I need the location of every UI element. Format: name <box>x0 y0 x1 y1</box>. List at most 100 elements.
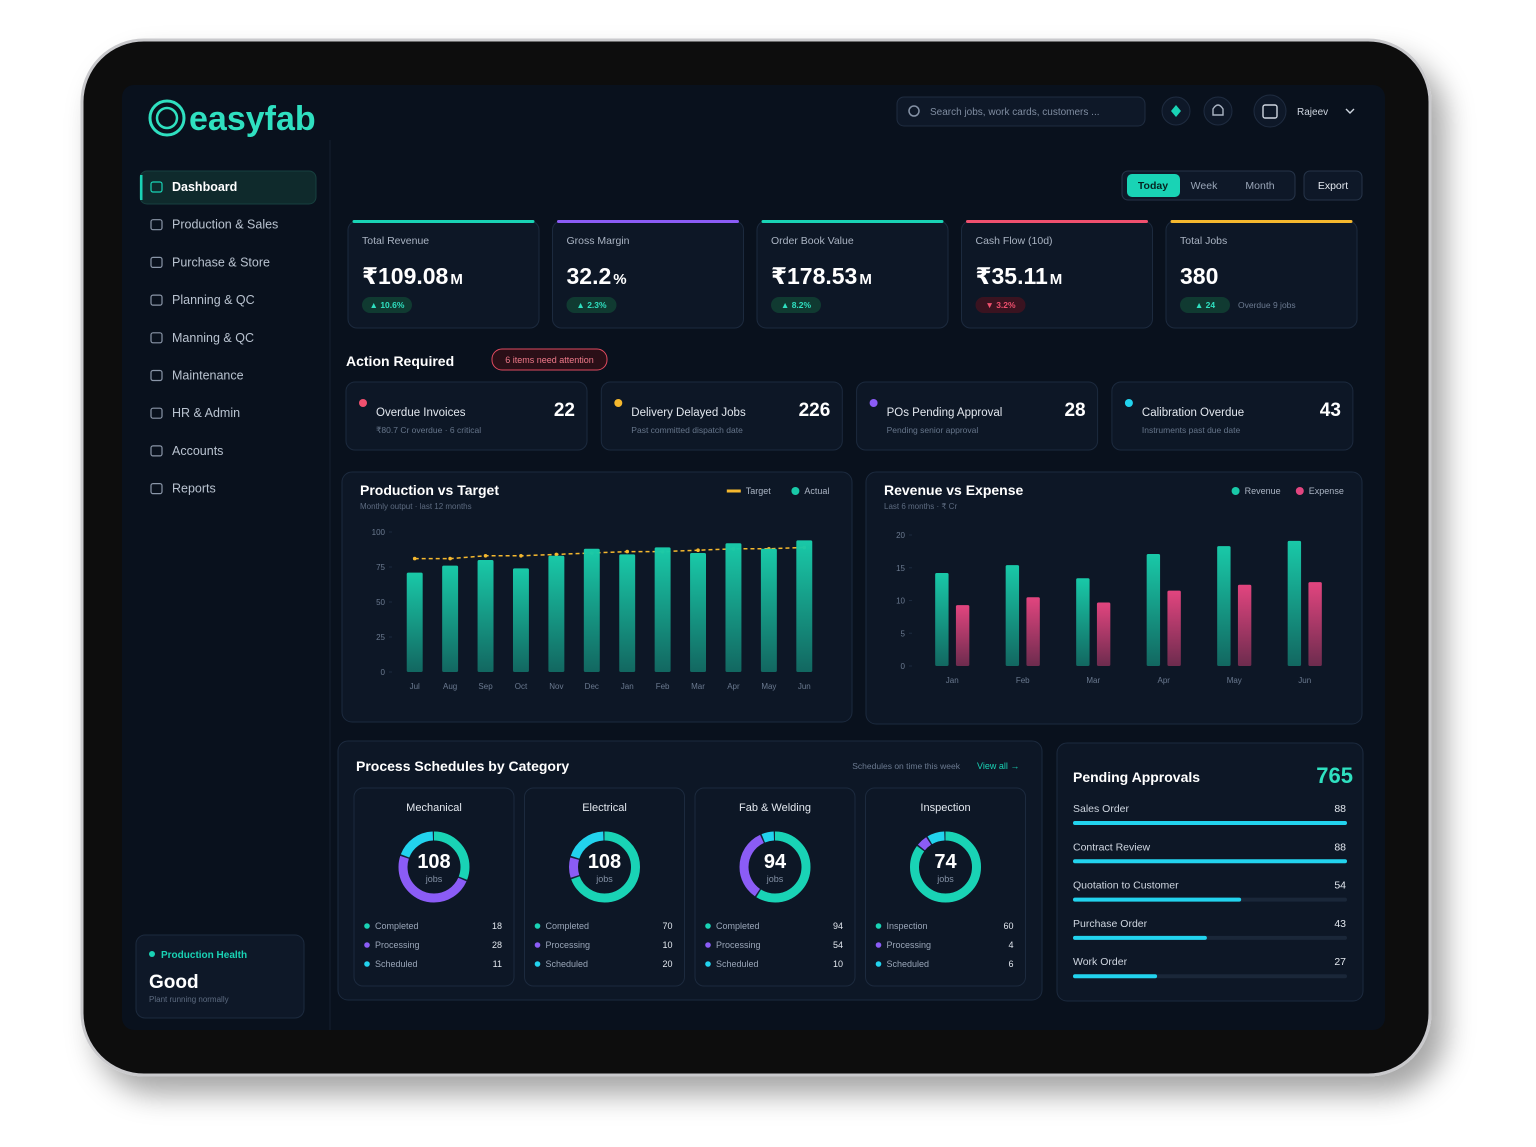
brand: easyfab <box>189 100 316 138</box>
kpi-unit: M <box>859 271 872 288</box>
row-dot <box>705 923 711 929</box>
schedules-link[interactable]: View all → <box>977 761 1019 771</box>
range-tab[interactable]: Today <box>1138 180 1168 192</box>
bar <box>548 555 565 672</box>
export-label[interactable]: Export <box>1318 180 1348 192</box>
avatar-button[interactable] <box>1253 94 1287 128</box>
nav-item[interactable]: Production & Sales <box>172 218 278 232</box>
kpi-number: 380 <box>1180 263 1218 289</box>
nav-item[interactable]: Manning & QC <box>172 331 254 345</box>
target-point <box>412 556 417 561</box>
donut-unit: jobs <box>766 874 784 884</box>
nav-item[interactable]: Reports <box>172 482 216 496</box>
approval-value: 43 <box>1334 918 1346 930</box>
donut-total: 74 <box>934 851 957 873</box>
alert-badge <box>491 348 608 371</box>
chart-subtitle: Last 6 months · ₹ Cr <box>884 502 957 511</box>
bar <box>1026 597 1040 666</box>
row-dot <box>364 923 370 929</box>
row-dot <box>364 942 370 948</box>
nav-item[interactable]: Dashboard <box>172 180 237 194</box>
logo-mark <box>148 99 186 137</box>
row-value: 28 <box>492 940 502 950</box>
schedules-title: Process Schedules by Category <box>356 758 569 774</box>
row-value: 6 <box>1008 959 1013 969</box>
action-dot <box>869 399 878 407</box>
range-tab[interactable]: Month <box>1245 180 1274 192</box>
action-label: Delivery Delayed Jobs <box>631 407 746 419</box>
kpi-value: ₹35.11 M <box>976 263 1063 289</box>
row-dot <box>875 961 882 967</box>
kpi-label: Total Jobs <box>1180 235 1227 247</box>
action-count: 22 <box>554 400 575 421</box>
kpi-change-pill <box>362 297 412 313</box>
kpi-change: ▲ 10.6% <box>370 300 405 310</box>
nav-item[interactable]: Maintenance <box>172 369 244 383</box>
kpi-value: 380 <box>1180 263 1218 289</box>
nav-icon <box>150 332 163 344</box>
nav-icon <box>150 219 163 231</box>
section-title: Action Required <box>346 353 454 369</box>
health-status: Good <box>149 972 199 993</box>
bar <box>654 547 671 672</box>
bar <box>1308 582 1322 666</box>
donut-unit: jobs <box>595 874 613 884</box>
notifications-button[interactable] <box>1203 96 1233 126</box>
target-point <box>519 554 523 558</box>
schedule-card <box>524 787 685 987</box>
nav-item[interactable]: HR & Admin <box>172 406 240 420</box>
action-card <box>600 381 843 451</box>
action-label: Overdue Invoices <box>376 407 466 419</box>
range-tab[interactable]: Week <box>1191 180 1218 192</box>
nav-icon <box>150 483 163 495</box>
action-note: Instruments past due date <box>1142 425 1241 435</box>
user-menu-caret <box>1345 108 1355 114</box>
row-dot <box>875 942 882 948</box>
nav-active-marker <box>140 175 143 200</box>
row-label: Inspection <box>887 921 928 931</box>
bar <box>955 605 970 666</box>
search-box[interactable] <box>896 96 1146 127</box>
kpi-label: Cash Flow (10d) <box>976 235 1053 247</box>
nav-item[interactable]: Accounts <box>172 444 223 458</box>
x-tick-label: Jul <box>410 682 420 691</box>
row-value: 70 <box>662 921 672 931</box>
bar <box>442 565 459 672</box>
bar <box>1005 565 1020 666</box>
action-dot <box>359 399 367 407</box>
target-point <box>625 549 630 554</box>
kpi-unit: % <box>613 271 626 288</box>
export-button[interactable] <box>1303 170 1363 201</box>
kpi-change-pill <box>771 297 821 313</box>
donut-unit: jobs <box>425 874 443 884</box>
approvals-total: 765 <box>1316 763 1353 788</box>
health-label: Production Health <box>161 950 247 961</box>
approval-label: Quotation to Customer <box>1073 880 1179 892</box>
donut-segment <box>569 831 640 903</box>
row-dot <box>534 961 541 967</box>
kpi-change: ▲ 24 <box>1195 300 1216 310</box>
approval-bar <box>1073 897 1242 902</box>
row-label: Completed <box>375 921 419 931</box>
action-dot <box>614 399 623 407</box>
user-name[interactable]: Rajeev <box>1297 107 1328 118</box>
y-tick-label: 15 <box>896 564 905 573</box>
bar <box>1217 546 1231 666</box>
nav-item[interactable]: Planning & QC <box>172 293 255 307</box>
row-label: Scheduled <box>546 959 589 969</box>
status-icon <box>1171 105 1181 117</box>
kpi-label: Gross Margin <box>567 235 630 247</box>
nav-icon <box>150 445 163 457</box>
legend-swatch <box>1295 487 1304 495</box>
x-tick-label: Sep <box>478 682 493 691</box>
x-tick-label: Jun <box>1298 676 1311 685</box>
alert-badge-text: 6 items need attention <box>505 355 594 365</box>
donut-segment <box>910 831 981 903</box>
row-label: Scheduled <box>375 959 418 969</box>
nav-item[interactable]: Purchase & Store <box>172 255 270 269</box>
y-tick-label: 75 <box>376 563 385 572</box>
donut-total: 108 <box>417 851 450 873</box>
action-card <box>856 381 1099 451</box>
kpi-label: Total Revenue <box>362 235 429 247</box>
range-tab-active[interactable] <box>1127 174 1180 197</box>
